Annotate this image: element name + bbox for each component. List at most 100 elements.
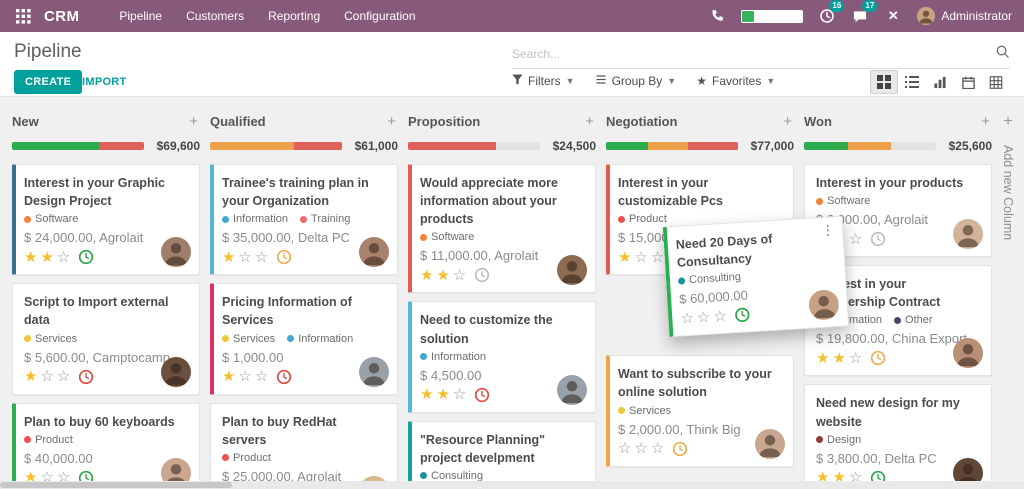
priority-star-icon[interactable]: ☆ — [650, 248, 665, 266]
activity-clock-icon[interactable] — [78, 249, 94, 265]
priority-star-icon[interactable]: ☆ — [40, 368, 54, 385]
menu-item-configuration[interactable]: Configuration — [344, 9, 416, 23]
user-menu[interactable]: Administrator — [917, 7, 1012, 25]
column-progress-bar[interactable] — [408, 142, 540, 150]
priority-star-icon[interactable]: ☆ — [712, 307, 728, 326]
tag-product[interactable]: Product — [618, 213, 667, 225]
priority-star-icon[interactable]: ☆ — [618, 440, 632, 457]
apps-grid-icon[interactable] — [12, 5, 34, 27]
column-progress-bar[interactable] — [210, 142, 342, 150]
activity-clock-icon[interactable] — [78, 369, 94, 385]
priority-star-icon[interactable]: ☆ — [56, 368, 71, 385]
priority-star-icon[interactable]: ☆ — [452, 266, 467, 284]
column-name[interactable]: Negotiation — [606, 114, 678, 129]
kanban-card-need-20-days-of-consultancy[interactable]: ⋮ Need 20 Days of Consultancy Consulting … — [662, 215, 850, 338]
priority-star-icon[interactable]: ☆ — [679, 309, 695, 328]
activity-clock-icon[interactable] — [870, 231, 886, 247]
column-name[interactable]: Won — [804, 114, 832, 129]
tag-software[interactable]: Software — [24, 213, 78, 225]
column-name[interactable]: Proposition — [408, 114, 481, 129]
priority-star-icon[interactable]: ★ — [436, 266, 450, 284]
menu-item-pipeline[interactable]: Pipeline — [119, 9, 163, 23]
priority-star-icon[interactable]: ★ — [24, 248, 38, 266]
priority-star-icon[interactable]: ★ — [24, 368, 38, 385]
column-progress-bar[interactable] — [606, 142, 738, 150]
priority-star-icon[interactable]: ★ — [436, 386, 450, 404]
add-column-plus-icon[interactable]: + — [1003, 113, 1013, 130]
kanban-card-want-to-subscribe-to-your-online-solution[interactable]: Want to subscribe to your online solutio… — [606, 355, 794, 467]
priority-star-icon[interactable]: ★ — [40, 248, 54, 266]
activity-clock-icon[interactable] — [276, 249, 292, 265]
priority-star-icon[interactable]: ☆ — [634, 440, 648, 457]
favorites-dropdown[interactable]: ★ Favorites ▼ — [696, 74, 775, 88]
quick-add-icon[interactable]: + — [981, 113, 990, 130]
kebab-menu-icon[interactable]: ⋮ — [820, 222, 836, 238]
activity-clock-icon[interactable] — [474, 387, 490, 403]
tag-product[interactable]: Product — [222, 452, 271, 464]
tag-other[interactable]: Other — [894, 314, 933, 326]
priority-star-icon[interactable]: ★ — [222, 248, 236, 266]
activities-icon[interactable]: 16 — [818, 0, 845, 25]
search-input[interactable] — [512, 47, 995, 61]
view-list-button[interactable] — [898, 70, 926, 94]
menu-item-reporting[interactable]: Reporting — [268, 9, 321, 23]
column-name[interactable]: Qualified — [210, 114, 266, 129]
close-icon[interactable]: ✕ — [887, 8, 899, 23]
view-graph-button[interactable] — [926, 70, 954, 94]
tag-software[interactable]: Software — [816, 195, 870, 207]
activity-clock-icon[interactable] — [870, 350, 886, 366]
kanban-card-resource-planning-project-develpment[interactable]: "Resource Planning" project develpment C… — [408, 420, 596, 489]
import-button[interactable]: IMPORT — [82, 76, 127, 88]
tag-services[interactable]: Services — [24, 333, 77, 345]
tag-training[interactable]: Training — [300, 213, 350, 225]
priority-star-icon[interactable]: ☆ — [650, 440, 665, 457]
scrollbar-thumb[interactable] — [0, 482, 232, 488]
tag-information[interactable]: Information — [420, 351, 486, 363]
search-icon[interactable] — [995, 44, 1010, 64]
priority-star-icon[interactable]: ★ — [618, 248, 632, 266]
tag-services[interactable]: Services — [222, 333, 275, 345]
activity-clock-icon[interactable] — [276, 369, 292, 385]
activity-clock-icon[interactable] — [672, 441, 688, 457]
tag-product[interactable]: Product — [24, 434, 73, 446]
tag-design[interactable]: Design — [816, 434, 861, 446]
priority-star-icon[interactable]: ☆ — [238, 368, 252, 385]
priority-star-icon[interactable]: ☆ — [254, 368, 269, 385]
kanban-card-trainee-s-training-plan-in-your-organization[interactable]: Trainee's training plan in your Organiza… — [210, 164, 398, 276]
group-by-dropdown[interactable]: Group By ▼ — [595, 74, 676, 88]
quick-add-icon[interactable]: + — [783, 113, 792, 130]
kanban-card-would-appreciate-more-information-about-your-products[interactable]: Would appreciate more information about … — [408, 164, 596, 294]
timer-progress-bar[interactable] — [741, 9, 804, 23]
priority-star-icon[interactable]: ★ — [222, 368, 236, 385]
priority-star-icon[interactable]: ★ — [816, 349, 830, 367]
kanban-card-interest-in-your-graphic-design-project[interactable]: Interest in your Graphic Design Project … — [12, 164, 200, 276]
priority-star-icon[interactable]: ★ — [832, 349, 846, 367]
column-name[interactable]: New — [12, 114, 39, 129]
priority-star-icon[interactable]: ☆ — [848, 349, 863, 367]
priority-star-icon[interactable]: ☆ — [696, 308, 711, 327]
kanban-card-pricing-information-of-services[interactable]: Pricing Information of Services Services… — [210, 283, 398, 395]
priority-star-icon[interactable]: ★ — [420, 386, 434, 404]
view-kanban-button[interactable] — [870, 70, 898, 94]
kanban-card-need-to-customize-the-solution[interactable]: Need to customize the solution Informati… — [408, 301, 596, 413]
column-progress-bar[interactable] — [804, 142, 936, 150]
activity-clock-icon[interactable] — [474, 267, 490, 283]
messages-icon[interactable]: 17 — [851, 0, 878, 25]
kanban-card-plan-to-buy-60-keyboards[interactable]: Plan to buy 60 keyboards Product $ 40,00… — [12, 402, 200, 489]
priority-star-icon[interactable]: ☆ — [56, 248, 71, 266]
phone-icon[interactable] — [708, 7, 726, 25]
tag-consulting[interactable]: Consulting — [420, 470, 483, 482]
tag-software[interactable]: Software — [420, 231, 474, 243]
priority-star-icon[interactable]: ★ — [420, 266, 434, 284]
activity-clock-icon[interactable] — [734, 307, 751, 324]
quick-add-icon[interactable]: + — [387, 113, 396, 130]
filters-dropdown[interactable]: Filters ▼ — [512, 74, 575, 88]
priority-star-icon[interactable]: ☆ — [238, 248, 252, 266]
priority-star-icon[interactable]: ☆ — [848, 230, 863, 248]
priority-star-icon[interactable]: ☆ — [452, 386, 467, 404]
view-calendar-button[interactable] — [954, 70, 982, 94]
kanban-card-plan-to-buy-redhat-servers[interactable]: Plan to buy RedHat servers Product $ 25,… — [210, 402, 398, 489]
kanban-card-script-to-import-external-data[interactable]: Script to Import external data Services … — [12, 283, 200, 395]
create-button[interactable]: CREATE — [14, 70, 83, 94]
view-pivot-button[interactable] — [982, 70, 1010, 94]
